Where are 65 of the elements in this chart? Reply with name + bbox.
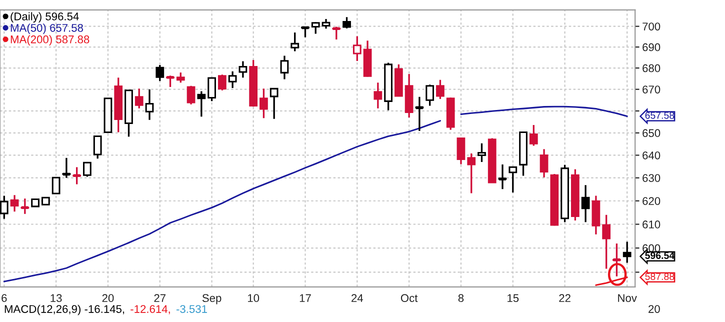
legend-label: (Daily) 596.54 bbox=[10, 12, 79, 23]
x-tick-label: Nov bbox=[618, 294, 637, 302]
x-tick-label: 20 bbox=[102, 294, 114, 302]
x-tick-label: 10 bbox=[248, 294, 260, 302]
candlestick bbox=[602, 214, 611, 270]
candlestick bbox=[208, 76, 216, 102]
y-tick-label: 640 bbox=[642, 151, 660, 160]
y-tick-label: 620 bbox=[642, 197, 660, 206]
candlestick bbox=[176, 72, 185, 84]
y-tick-label: 630 bbox=[642, 174, 660, 182]
candlestick bbox=[52, 176, 60, 194]
candlestick bbox=[322, 18, 330, 30]
x-tick-label: 15 bbox=[508, 294, 519, 302]
x-tick-label: 22 bbox=[559, 294, 570, 302]
candlestick bbox=[134, 88, 144, 110]
candlestick bbox=[456, 136, 466, 166]
y-tick-label: 700 bbox=[642, 22, 660, 30]
candlestick bbox=[374, 82, 382, 110]
text: -3.531 bbox=[176, 305, 207, 313]
candlestick bbox=[186, 85, 196, 106]
text: MACD(12,26,9) -16.145, bbox=[4, 304, 124, 316]
candlestick bbox=[156, 64, 164, 82]
candlestick bbox=[218, 74, 226, 92]
candlestick bbox=[260, 88, 268, 119]
candlestick bbox=[83, 161, 92, 178]
x-tick-label: 24 bbox=[352, 294, 364, 302]
candlestick bbox=[508, 166, 518, 194]
data-label: 657.58 bbox=[645, 112, 674, 119]
candlestick bbox=[280, 54, 289, 80]
candlestick bbox=[529, 124, 538, 147]
x-tick-label: 13 bbox=[50, 294, 62, 302]
y-tick-label: 690 bbox=[642, 43, 660, 52]
candlestick bbox=[197, 90, 206, 118]
x-tick-label: 27 bbox=[154, 294, 166, 302]
candlestick bbox=[10, 194, 19, 212]
legend-label: MA(50) 657.58 bbox=[10, 24, 84, 34]
candlestick bbox=[342, 16, 351, 30]
candlestick bbox=[228, 70, 237, 89]
x-tick-label: 6 bbox=[2, 294, 7, 302]
candlestick bbox=[93, 135, 102, 160]
y-tick-label: 680 bbox=[642, 64, 660, 72]
candlestick bbox=[352, 35, 362, 62]
text: 20 bbox=[648, 305, 660, 313]
candlestick bbox=[467, 152, 476, 194]
candlestick bbox=[622, 240, 632, 264]
candlestick bbox=[436, 79, 444, 100]
y-tick-label: 610 bbox=[642, 220, 660, 228]
legend-label: MA(200) 587.88 bbox=[10, 35, 90, 46]
candlestick bbox=[0, 194, 8, 220]
candlestick bbox=[238, 60, 248, 78]
x-tick-label: 8 bbox=[458, 294, 464, 302]
candlestick bbox=[145, 88, 154, 121]
candlestick bbox=[540, 148, 548, 178]
candlestick bbox=[270, 88, 278, 120]
x-tick-label: 17 bbox=[300, 294, 311, 302]
x-tick-label: Sep bbox=[202, 294, 222, 304]
candlestick bbox=[311, 21, 320, 35]
y-tick-label: 670 bbox=[642, 86, 660, 94]
y-tick-label: 650 bbox=[642, 129, 660, 138]
candlestick bbox=[478, 142, 486, 163]
candlestick bbox=[581, 184, 590, 223]
x-tick-label: Oct bbox=[400, 294, 418, 302]
candlestick bbox=[290, 32, 300, 52]
candlestick bbox=[426, 84, 434, 107]
text: -12.614, bbox=[130, 305, 170, 314]
